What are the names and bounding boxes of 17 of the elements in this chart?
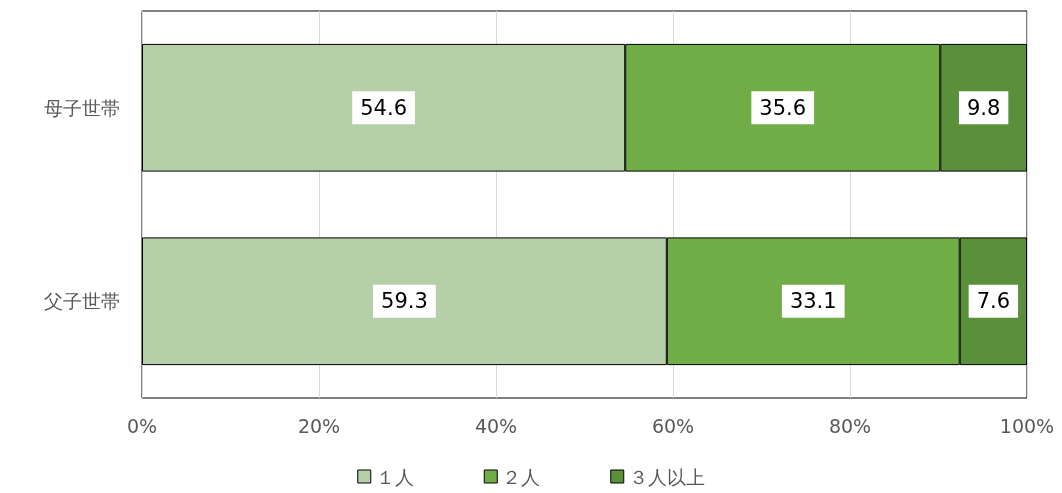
x-tick-label: 20% <box>297 414 341 437</box>
legend-label: ２人 <box>502 465 541 488</box>
y-tick-label: 母子世帯 <box>44 96 120 119</box>
x-tick-label: 0% <box>126 414 158 437</box>
data-label: 9.8 <box>966 95 1001 120</box>
x-tick-label: 40% <box>474 414 518 437</box>
data-label: 54.6 <box>360 95 407 120</box>
x-tick-label: 100% <box>999 414 1055 437</box>
data-label: 33.1 <box>789 289 837 314</box>
data-label: 35.6 <box>759 95 807 120</box>
y-tick-label: 父子世帯 <box>44 290 120 313</box>
x-tick-label: 80% <box>828 414 872 437</box>
x-tick-label: 60% <box>651 414 695 437</box>
legend-label: １人 <box>375 465 414 488</box>
data-label: 59.3 <box>381 289 428 314</box>
data-label: 7.6 <box>976 289 1011 314</box>
legend-label: ３人以上 <box>628 465 705 488</box>
